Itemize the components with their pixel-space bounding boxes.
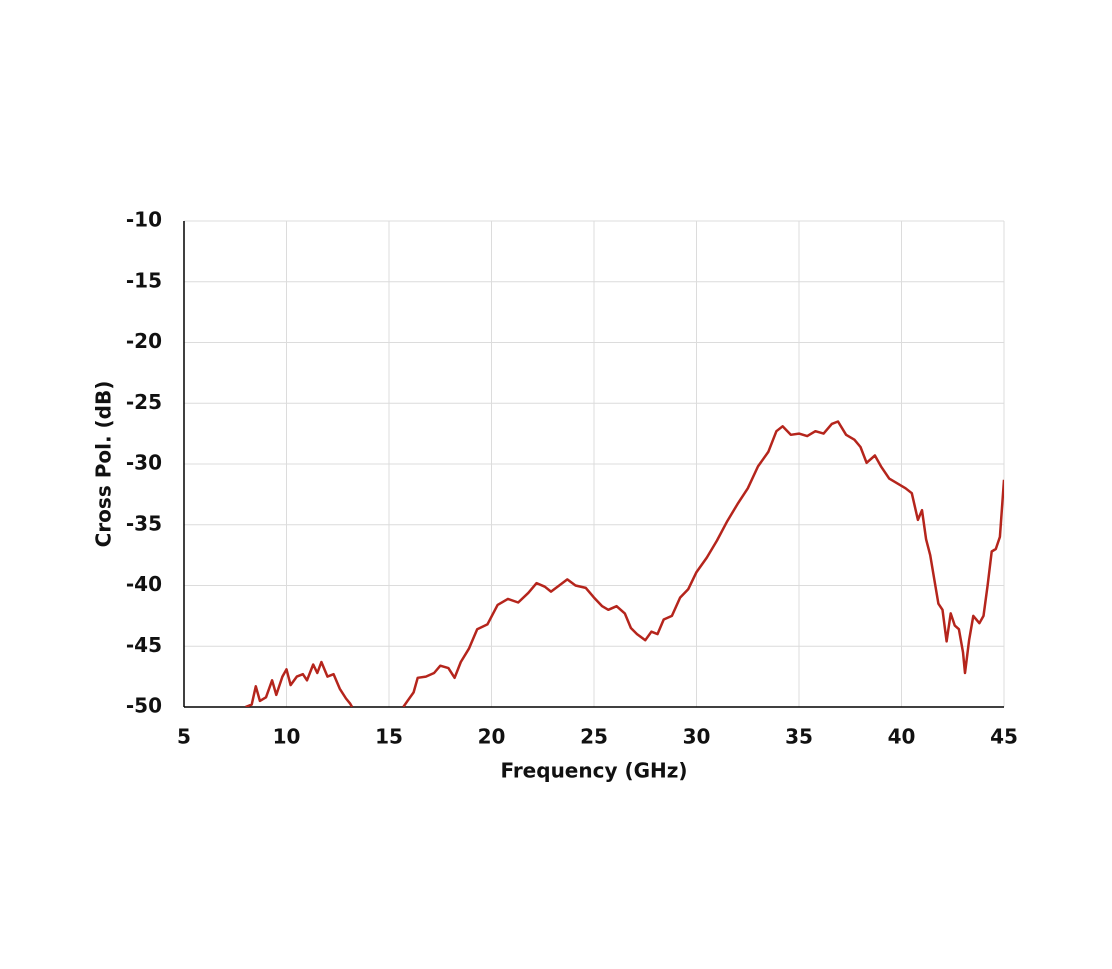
y-tick-label: -15 [126, 268, 162, 292]
y-tick-label: -35 [126, 511, 162, 535]
x-tick-label: 30 [683, 725, 711, 749]
data-line [245, 420, 1004, 707]
x-tick-label: 5 [177, 725, 191, 749]
y-tick-label: -20 [126, 329, 162, 353]
x-tick-label: 35 [785, 725, 813, 749]
x-tick-label: 15 [375, 725, 403, 749]
y-tick-label: -30 [126, 451, 162, 475]
x-tick-label: 20 [478, 725, 506, 749]
x-axis-label: Frequency (GHz) [500, 759, 687, 783]
y-tick-label: -10 [126, 208, 162, 232]
x-tick-label: 40 [888, 725, 916, 749]
y-tick-label: -50 [126, 694, 162, 718]
y-tick-label: -40 [126, 572, 162, 596]
x-tick-label: 45 [990, 725, 1018, 749]
y-axis-label: Cross Pol. (dB) [92, 381, 116, 548]
y-tick-label: -25 [126, 390, 162, 414]
x-tick-label: 10 [273, 725, 301, 749]
y-tick-label: -45 [126, 633, 162, 657]
x-tick-label: 25 [580, 725, 608, 749]
